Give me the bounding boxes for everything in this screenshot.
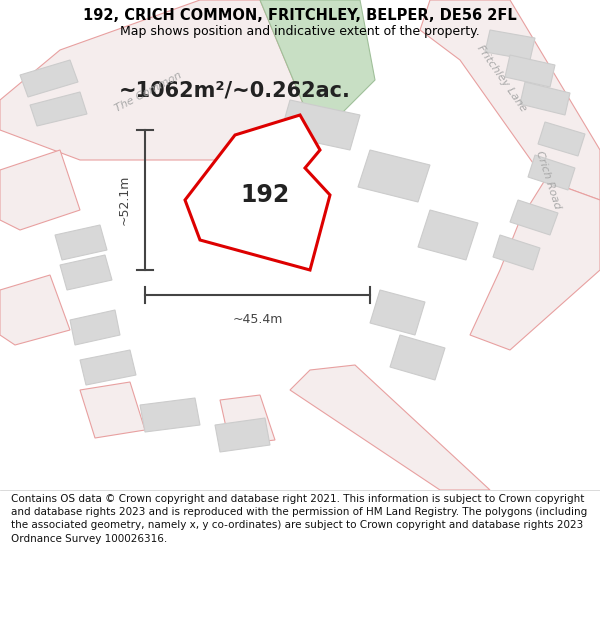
Polygon shape — [528, 155, 575, 190]
Text: Map shows position and indicative extent of the property.: Map shows position and indicative extent… — [120, 26, 480, 39]
Polygon shape — [55, 225, 107, 260]
Polygon shape — [418, 210, 478, 260]
Polygon shape — [358, 150, 430, 202]
Text: Fritchley Lane: Fritchley Lane — [475, 43, 529, 113]
Polygon shape — [215, 418, 270, 452]
Polygon shape — [0, 275, 70, 345]
Polygon shape — [30, 92, 87, 126]
Text: Contains OS data © Crown copyright and database right 2021. This information is : Contains OS data © Crown copyright and d… — [11, 494, 587, 544]
Polygon shape — [505, 55, 555, 87]
Polygon shape — [420, 0, 600, 200]
Polygon shape — [80, 350, 136, 385]
Polygon shape — [260, 0, 375, 135]
Polygon shape — [485, 30, 535, 60]
Polygon shape — [280, 100, 360, 150]
Polygon shape — [20, 60, 78, 97]
Text: The Common: The Common — [113, 70, 183, 114]
Polygon shape — [493, 235, 540, 270]
Text: ~1062m²/~0.262ac.: ~1062m²/~0.262ac. — [119, 80, 351, 100]
Text: 192, CRICH COMMON, FRITCHLEY, BELPER, DE56 2FL: 192, CRICH COMMON, FRITCHLEY, BELPER, DE… — [83, 8, 517, 22]
Polygon shape — [70, 310, 120, 345]
Polygon shape — [60, 255, 112, 290]
Polygon shape — [290, 365, 490, 490]
Polygon shape — [140, 398, 200, 432]
Polygon shape — [185, 115, 330, 270]
Text: ~52.1m: ~52.1m — [118, 175, 131, 225]
Text: 192: 192 — [241, 183, 290, 207]
Text: ~45.4m: ~45.4m — [232, 313, 283, 326]
Polygon shape — [470, 180, 600, 350]
Polygon shape — [390, 335, 445, 380]
Polygon shape — [0, 150, 80, 230]
Polygon shape — [370, 290, 425, 335]
Polygon shape — [0, 0, 310, 160]
Polygon shape — [538, 122, 585, 156]
Polygon shape — [520, 82, 570, 115]
Polygon shape — [220, 395, 275, 445]
Polygon shape — [510, 200, 558, 235]
Polygon shape — [80, 382, 145, 438]
Text: Crich Road: Crich Road — [534, 149, 562, 211]
